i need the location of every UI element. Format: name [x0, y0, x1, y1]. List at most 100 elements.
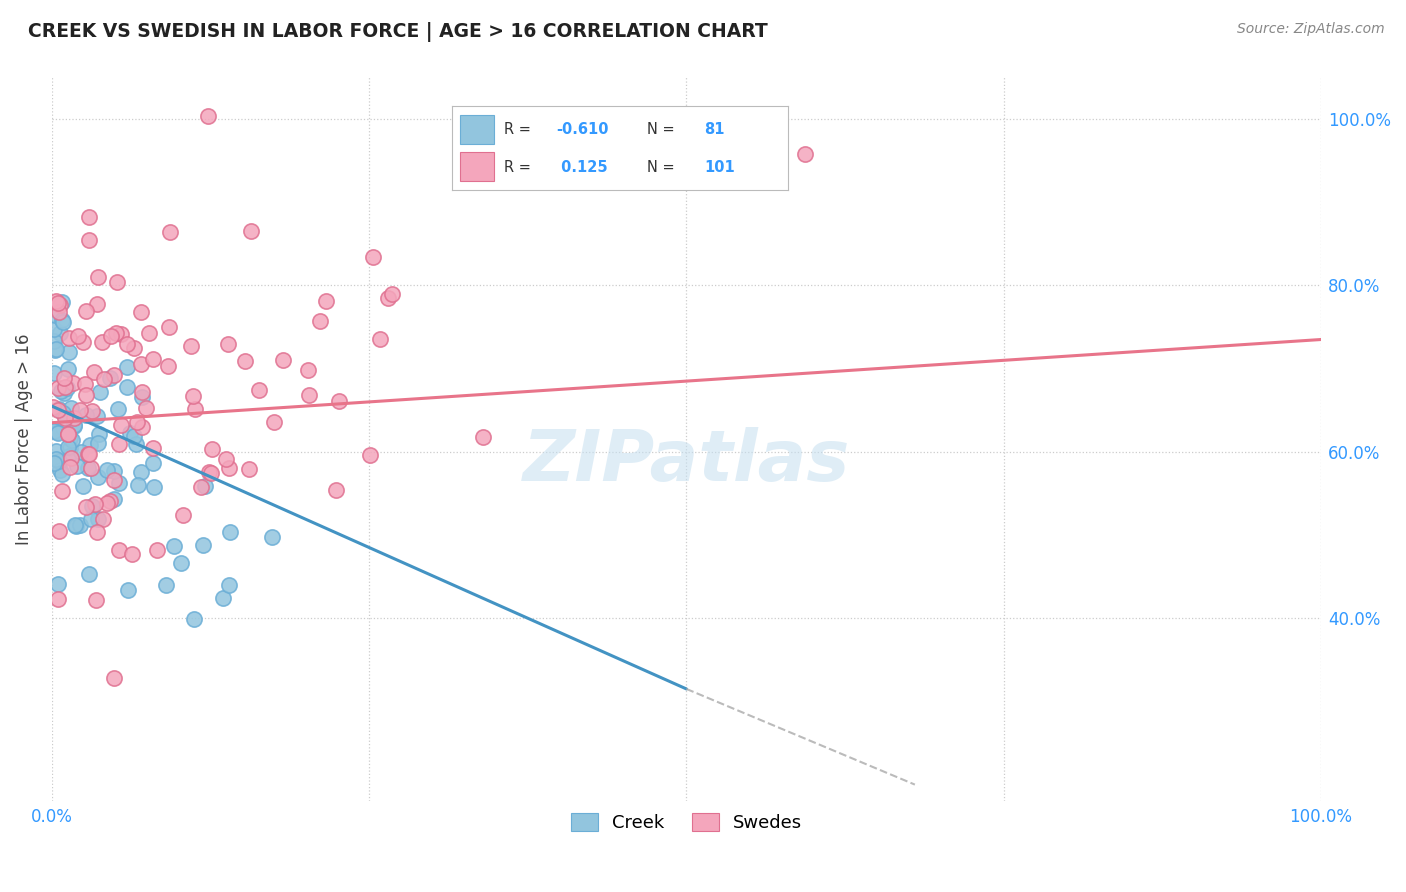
Point [89, 385, 111, 400]
Point [49, 326, 72, 341]
Point [52, 371, 75, 385]
Point [129, 357, 152, 371]
Point [125, 415, 148, 429]
Point [180, 339, 202, 353]
Point [75, 500, 97, 515]
Point [96, 495, 118, 509]
Point [51, 483, 73, 498]
Point [86, 409, 108, 423]
Point [142, 441, 165, 455]
Point [107, 402, 129, 417]
Point [51, 467, 73, 481]
Point [124, 437, 146, 451]
Point [59, 401, 82, 415]
Legend: Creek, Swedes: Creek, Swedes [564, 805, 810, 839]
Point [124, 341, 146, 355]
Point [52, 407, 75, 421]
Point [103, 473, 125, 487]
Point [46, 296, 69, 310]
Point [361, 250, 384, 264]
Point [87, 269, 110, 284]
Point [70, 445, 93, 459]
Point [142, 480, 165, 494]
Point [87, 511, 110, 525]
Point [59, 459, 82, 474]
Point [75, 304, 97, 318]
Point [52, 385, 75, 400]
Point [368, 332, 391, 346]
Point [66, 328, 89, 343]
Point [83, 365, 105, 379]
Point [44, 309, 66, 323]
Point [42, 400, 65, 414]
Point [44, 367, 66, 381]
Point [107, 475, 129, 490]
Text: ZIPatlas: ZIPatlas [523, 426, 851, 496]
Point [218, 461, 240, 475]
Point [77, 447, 100, 461]
Point [197, 465, 219, 479]
Point [218, 525, 240, 540]
Text: Source: ZipAtlas.com: Source: ZipAtlas.com [1237, 22, 1385, 37]
Point [315, 293, 337, 308]
Point [44, 334, 66, 348]
Point [48, 401, 70, 416]
Point [59, 451, 82, 466]
Point [77, 210, 100, 224]
Point [131, 390, 153, 404]
Point [77, 566, 100, 581]
Point [75, 408, 97, 422]
Point [131, 420, 153, 434]
Point [217, 337, 239, 351]
Point [142, 351, 165, 366]
Point [66, 458, 89, 473]
Point [51, 384, 73, 399]
Point [45, 294, 67, 309]
Point [190, 480, 212, 494]
Point [115, 380, 138, 394]
Point [45, 443, 67, 458]
Point [45, 342, 67, 356]
Point [44, 456, 66, 470]
Point [59, 441, 82, 455]
Point [238, 462, 260, 476]
Point [84, 593, 107, 607]
Point [80, 512, 103, 526]
Point [359, 449, 381, 463]
Point [107, 543, 129, 558]
Point [49, 463, 72, 477]
Point [93, 512, 115, 526]
Point [377, 291, 399, 305]
Point [58, 362, 80, 376]
Point [58, 426, 80, 441]
Point [52, 315, 75, 329]
Point [96, 463, 118, 477]
Point [86, 525, 108, 540]
Point [98, 371, 121, 385]
Point [44, 343, 66, 358]
Point [58, 331, 80, 345]
Point [181, 389, 204, 403]
Point [87, 470, 110, 484]
Point [218, 578, 240, 592]
Point [131, 465, 153, 479]
Point [69, 402, 91, 417]
Point [309, 314, 332, 328]
Point [48, 305, 70, 319]
Point [103, 491, 125, 506]
Point [63, 411, 86, 425]
Point [105, 275, 128, 289]
Point [157, 319, 180, 334]
Point [79, 438, 101, 452]
Point [197, 109, 219, 123]
Point [58, 344, 80, 359]
Point [131, 385, 153, 400]
Point [56, 381, 79, 395]
Point [72, 479, 94, 493]
Point [53, 411, 76, 425]
Point [129, 305, 152, 319]
Point [138, 326, 160, 340]
Point [48, 592, 70, 607]
Point [46, 403, 69, 417]
Point [45, 452, 67, 467]
